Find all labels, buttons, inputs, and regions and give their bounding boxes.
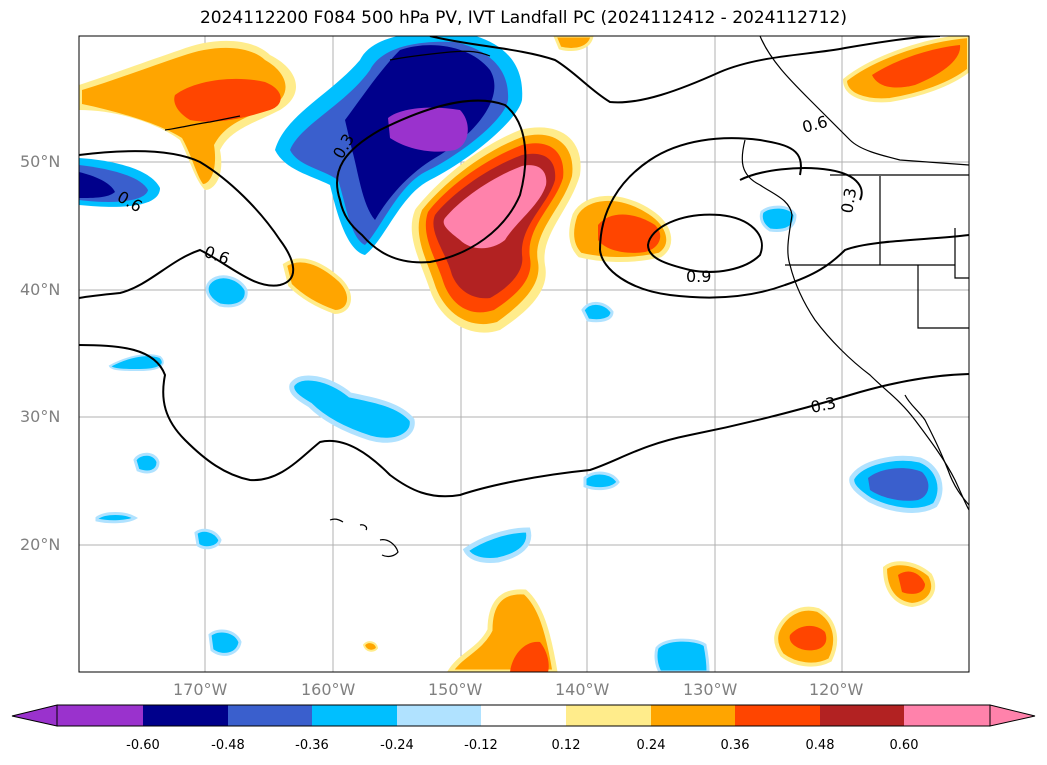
colorbar-tick: 0.24: [636, 738, 666, 753]
positive-pv-anomaly-small-1: [282, 258, 351, 315]
negative-pv-anomaly-small-11: [208, 629, 242, 656]
negative-pv-anomaly-small-7: [95, 512, 138, 524]
colorbar-tick: 0.60: [889, 738, 919, 753]
svg-text:0.3: 0.3: [809, 393, 838, 417]
positive-pv-anomaly-south: [447, 589, 558, 672]
colorbar-tick: -0.48: [211, 738, 245, 753]
colorbar-bin: [397, 705, 481, 726]
colorbar-tick: 0.12: [551, 738, 581, 753]
colorbar-tick: 0.48: [805, 738, 835, 753]
colorbar-tick: 0.36: [720, 738, 750, 753]
lat-label-30: 30°N: [20, 407, 61, 426]
map-title: 2024112200 F084 500 hPa PV, IVT Landfall…: [199, 8, 847, 28]
negative-pv-anomaly-west-edge: [79, 158, 160, 207]
colorbar-extend-min: [11, 704, 58, 727]
colorbar-bin: [735, 705, 820, 726]
positive-pv-anomaly-northeast: [842, 36, 969, 103]
colorbar-bin: [228, 705, 312, 726]
coastlines: [164, 36, 969, 558]
colorbar-bin: [566, 705, 651, 726]
negative-pv-anomaly-southeast: [849, 455, 943, 513]
colorbar-extend-max: [989, 704, 1036, 727]
positive-pv-anomaly-tiny: [362, 641, 379, 652]
negative-pv-anomaly-small-2: [581, 302, 614, 323]
colorbar-bin: [481, 705, 566, 726]
negative-pv-anomaly-small-3: [759, 205, 797, 232]
positive-pv-anomaly-east: [569, 196, 672, 262]
colorbar-tick: -0.12: [464, 738, 498, 753]
colorbar-bin: [651, 705, 735, 726]
negative-pv-anomaly-north: [275, 36, 523, 255]
lon-label-160w: 160°W: [301, 680, 356, 699]
lat-label-40: 40°N: [20, 280, 61, 299]
negative-pv-anomaly-small-8: [194, 528, 222, 550]
positive-pv-anomaly-small-3: [774, 606, 838, 667]
positive-pv-anomaly-small-2-core: [898, 571, 925, 594]
colorbar-bin: [143, 705, 228, 726]
negative-pv-anomaly-small-5: [133, 452, 160, 474]
lon-label-120w: 120°W: [809, 680, 864, 699]
negative-pv-anomaly-subtropical: [289, 375, 415, 443]
colorbar-tick: -0.60: [126, 738, 160, 753]
positive-pv-anomaly-northwest: [79, 40, 297, 190]
colorbar-bin: [312, 705, 397, 726]
lat-label-50: 50°N: [20, 152, 61, 171]
negative-pv-anomaly-small-9: [462, 527, 532, 563]
svg-text:0.3: 0.3: [837, 186, 860, 214]
lon-label-140w: 140°W: [555, 680, 610, 699]
lon-label-130w: 130°W: [683, 680, 738, 699]
colorbar-bin: [57, 705, 143, 726]
colorbar-tick: -0.24: [380, 738, 414, 753]
colorbar-tick: -0.36: [295, 738, 329, 753]
negative-pv-anomaly-small-1: [205, 275, 248, 308]
colorbar-bin: [904, 705, 990, 726]
lon-label-170w: 170°W: [173, 680, 228, 699]
lat-label-20: 20°N: [20, 535, 61, 554]
svg-text:0.9: 0.9: [686, 267, 711, 286]
colorbar: [11, 704, 1036, 727]
negative-pv-anomaly-small-10: [654, 638, 710, 672]
lon-label-150w: 150°W: [428, 680, 483, 699]
negative-pv-anomaly-small-6: [583, 471, 620, 491]
colorbar-bin: [820, 705, 904, 726]
ivt-contours: [79, 36, 969, 498]
